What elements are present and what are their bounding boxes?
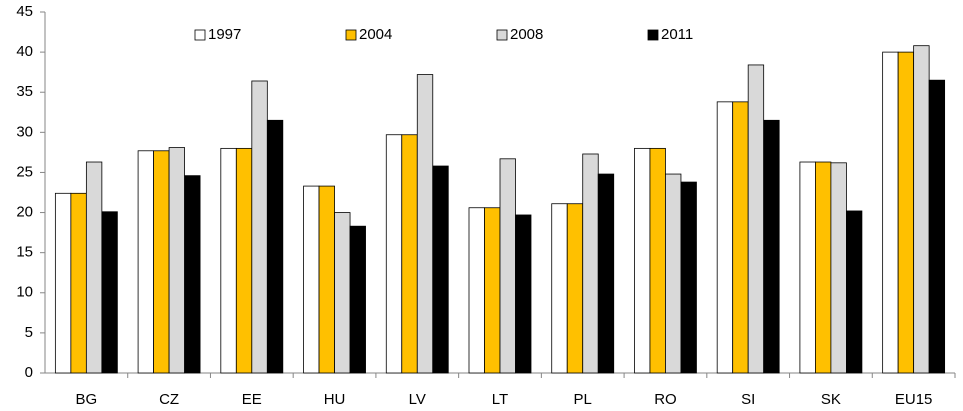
legend-label: 2004 (359, 26, 392, 43)
bar (732, 101, 749, 374)
bar (318, 185, 335, 374)
y-tick-label: 15 (16, 244, 33, 261)
bar (846, 210, 863, 374)
y-tick-label: 45 (16, 3, 33, 20)
y-tick-label: 25 (16, 163, 33, 180)
bar (468, 207, 485, 374)
bar (334, 212, 351, 374)
bar (168, 147, 185, 374)
y-tick-label: 5 (25, 324, 33, 341)
y-tick-label: 20 (16, 204, 33, 221)
y-tick-label: 10 (16, 284, 33, 301)
legend-swatch (496, 29, 508, 41)
bar (634, 147, 651, 374)
bar (763, 119, 780, 374)
x-tick-label: SK (821, 391, 841, 408)
bar (716, 101, 734, 374)
bar (897, 51, 915, 374)
x-tick-label: CZ (159, 391, 179, 408)
y-tick-label: 40 (16, 43, 33, 60)
bar (266, 119, 284, 374)
x-tick-label: EE (242, 391, 262, 408)
bar (385, 134, 403, 374)
bar (54, 192, 72, 374)
y-tick-label: 35 (16, 83, 33, 100)
bar (597, 173, 615, 374)
legend-swatch (194, 29, 206, 41)
bar (515, 214, 532, 374)
bar (582, 153, 599, 374)
bar (649, 147, 666, 374)
x-tick-label: BG (76, 391, 98, 408)
bar (815, 161, 832, 374)
bar (566, 203, 584, 374)
legend-swatch (647, 29, 659, 41)
bar (799, 161, 816, 374)
bar (830, 162, 847, 374)
bar (928, 79, 946, 374)
bar (153, 150, 170, 374)
bar (913, 45, 930, 374)
bar (349, 225, 366, 374)
bar (220, 147, 237, 374)
bar (235, 147, 253, 374)
bar (882, 51, 899, 374)
bar (303, 185, 320, 374)
bar (85, 161, 103, 374)
y-tick-label: 30 (16, 123, 33, 140)
x-tick-label: RO (654, 391, 677, 408)
bar (184, 175, 201, 374)
x-tick-label: EU15 (895, 391, 933, 408)
bar (251, 80, 268, 374)
legend-swatch (345, 29, 357, 41)
bar (551, 203, 568, 374)
bar (484, 207, 501, 374)
x-tick-label: HU (324, 391, 346, 408)
x-tick-label: SI (741, 391, 755, 408)
bar (680, 181, 697, 374)
x-tick-label: PL (574, 391, 592, 408)
y-tick-label: 0 (25, 364, 33, 381)
bar (499, 158, 516, 374)
bar (747, 64, 765, 374)
x-tick-label: LT (492, 391, 508, 408)
bar (137, 150, 154, 374)
bar (432, 165, 449, 374)
legend-label: 2011 (661, 26, 693, 43)
bar (70, 192, 87, 374)
legend-label: 1997 (208, 26, 241, 43)
bar (665, 173, 682, 374)
bar (101, 211, 118, 374)
x-tick-label: LV (409, 391, 426, 408)
bar (416, 74, 434, 374)
bar (401, 134, 418, 374)
legend-label: 2008 (510, 26, 543, 43)
